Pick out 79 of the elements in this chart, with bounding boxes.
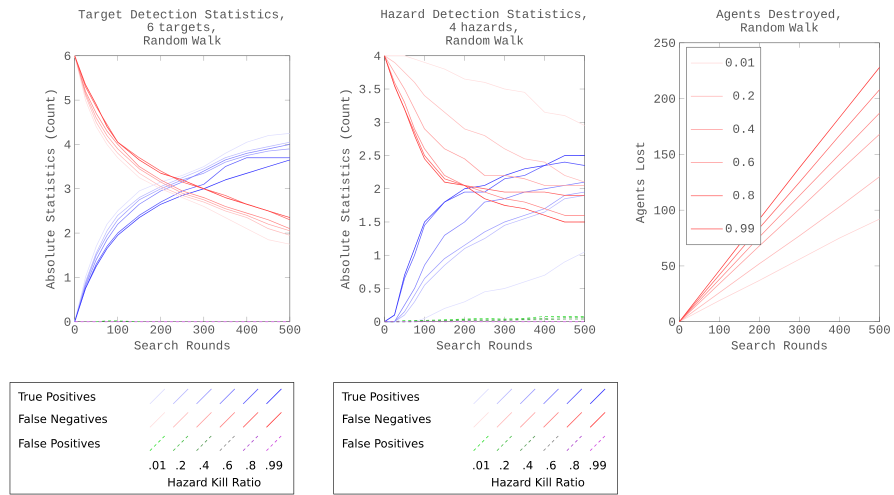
legend-label: 0.99 [726, 224, 754, 232]
y-tick-label: 6 [64, 52, 70, 60]
y-tick-label: 1 [64, 273, 71, 282]
y-tick-label: 100 [654, 206, 676, 214]
y-tick-label: 5 [64, 96, 70, 104]
text: .6 [223, 460, 232, 470]
y-tick-label: 2 [64, 228, 70, 238]
legend-label: 0.2 [733, 91, 754, 100]
legend-label: 0.01 [726, 58, 754, 67]
legend-label: 0.8 [733, 190, 754, 200]
y-axis-title: Agents Lost [636, 142, 647, 224]
x-tick-label: 300 [789, 325, 810, 334]
text: .4 [523, 460, 533, 470]
y-tick-label: 0 [374, 317, 380, 326]
text: .4 [200, 460, 209, 470]
y-tick-label: 0.5 [359, 284, 380, 293]
y-tick-label: 0 [669, 317, 676, 326]
text: .2 [176, 460, 185, 470]
x-tick-label: 500 [279, 325, 300, 334]
y-tick-label: 1 [374, 251, 380, 260]
x-tick-label: 200 [749, 325, 770, 334]
line-series [678, 176, 880, 322]
text: .2 [500, 460, 509, 470]
text: .8 [246, 460, 256, 470]
y-tick-label: 4 [374, 52, 380, 60]
y-tick-label: 3 [374, 118, 380, 126]
chart-subtitle: 4 hazards, Random Walk [446, 22, 524, 45]
text: .6 [546, 460, 556, 470]
x-tick-label: 0 [382, 325, 388, 334]
text: .99 [590, 460, 606, 470]
text: .01 [473, 460, 490, 470]
x-tick-label: 100 [709, 325, 730, 334]
y-tick-label: 2.5 [360, 151, 380, 160]
y-axis-title: Absolute Statistics (Count) [340, 90, 352, 290]
y-tick-label: 3.5 [359, 84, 380, 94]
y-tick-label: 0 [64, 317, 70, 326]
y-tick-label: 50 [662, 262, 676, 270]
chart-title: Hazard Detection Statistics, [381, 8, 586, 20]
text: True Positives [342, 392, 420, 401]
x-axis-title: Search Rounds [436, 340, 532, 350]
chart-subtitle: Random Walk [741, 22, 818, 32]
text: .99 [266, 460, 282, 470]
y-tick-label: 1.5 [360, 218, 380, 226]
text: False Negatives [19, 414, 108, 426]
x-tick-label: 500 [869, 325, 890, 334]
text: False Positives [19, 438, 100, 448]
x-tick-label: 400 [828, 325, 850, 334]
text: False Negatives [342, 414, 431, 426]
legend-label: 0.6 [733, 158, 754, 166]
y-tick-label: 3 [64, 184, 70, 193]
x-tick-label: 0 [72, 325, 78, 334]
y-axis-title: Absolute Statistics (Count) [45, 90, 57, 290]
x-axis-title: Search Rounds [732, 340, 827, 350]
legend-title: Hazard Kill Ratio [168, 478, 260, 486]
y-tick-label: 2 [374, 184, 380, 193]
text: True Positives [18, 392, 96, 401]
y-tick-label: 4 [64, 140, 71, 148]
x-tick-label: 500 [574, 325, 596, 334]
y-tick-label: 250 [654, 38, 676, 48]
x-tick-label: 300 [193, 325, 214, 334]
legend-title: Hazard Kill Ratio [492, 478, 584, 486]
chart-subtitle: 6 targets, Random Walk [144, 22, 221, 45]
text: False Positives [342, 438, 424, 448]
text: .01 [150, 460, 166, 470]
x-tick-label: 200 [150, 325, 172, 334]
y-tick-label: 150 [654, 150, 676, 159]
x-tick-label: 400 [236, 325, 258, 334]
x-tick-label: 400 [534, 325, 556, 334]
x-axis-title: Search Rounds [134, 340, 230, 350]
legend-label: 0.4 [733, 124, 754, 133]
chart-title: Agents Destroyed, [716, 9, 840, 21]
x-tick-label: 0 [676, 325, 682, 334]
x-tick-label: 200 [454, 325, 475, 334]
x-tick-label: 100 [107, 325, 128, 334]
chart-title: Target Detection Statistics, [78, 9, 284, 21]
text: .8 [570, 460, 579, 470]
y-tick-label: 200 [654, 94, 676, 103]
x-tick-label: 100 [414, 325, 435, 334]
x-tick-label: 300 [494, 325, 516, 334]
